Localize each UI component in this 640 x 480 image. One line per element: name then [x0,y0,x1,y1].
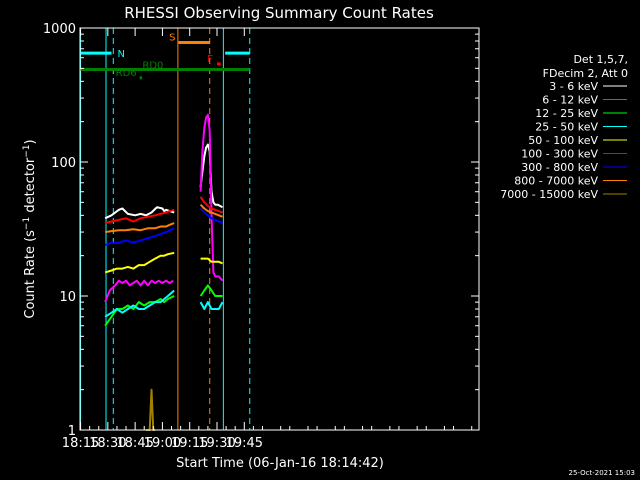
series-line [199,284,223,297]
y-axis-label-sup-2: −1 [22,144,32,157]
series-line [199,113,224,282]
legend-entry-label: 3 - 6 keV [549,80,598,93]
plot-frame [79,27,480,431]
y-axis-label: Count Rate (s−1 detector−1) [22,139,38,318]
x-tick-label: 19:00 [144,436,181,451]
vertical-markers [80,28,251,430]
series-line [104,222,175,234]
x-tick-label: 19:45 [226,436,263,451]
series-line [104,208,175,225]
legend-entry-label: 800 - 7000 keV [514,175,598,188]
footer-timestamp: 25-Oct-2021 15:03 [569,469,635,477]
series-line [104,206,175,220]
legend-entry-label: 100 - 300 keV [521,148,598,161]
state-bar-label: RD6 [116,68,137,79]
state-bar-label: N [117,49,124,60]
legend-entry-label: 25 - 50 keV [535,121,598,134]
legend-header-line-2: FDecim 2, Att 0 [543,67,628,80]
series-line [104,251,175,274]
series-line [104,227,175,247]
state-bar-label: RD0 [142,61,163,72]
legend-entry-label: 50 - 100 keV [528,134,598,147]
y-axis-label-mid: detector [23,157,38,217]
legend-header-line-1: Det 1,5,7, [573,53,628,66]
state-bar-label: F [207,54,213,65]
legend-entry-label: 6 - 12 keV [542,94,598,107]
y-tick-label: 1 [68,424,76,439]
series-lines [104,113,224,431]
y-axis-label-sup: −1 [22,217,32,230]
x-tick-label: 18:15 [62,436,99,451]
legend-entry-label: 7000 - 15000 keV [500,188,598,201]
x-axis-label: Start Time (06-Jan-16 18:14:42) [176,456,384,471]
series-line [104,289,175,318]
y-tick-label: 100 [51,156,76,171]
state-bar-label: S [169,32,175,43]
series-line [199,196,223,214]
series-line [199,301,224,310]
x-tick-label: 18:30 [89,436,126,451]
legend-entry-label: 12 - 25 keV [535,107,598,120]
series-line [199,207,223,225]
series-line [104,279,174,303]
series-line [199,204,223,218]
state-bars: N S F RD0 RD6 [80,32,250,80]
y-axis-label-prefix: Count Rate (s [23,230,38,319]
y-axis-ticks: 1 10 100 1000 [43,22,479,439]
legend-entry-label: 300 - 800 keV [521,161,598,174]
x-tick-label: 19:30 [198,436,235,451]
y-tick-label: 10 [59,290,76,305]
x-tick-label: 18:45 [116,436,153,451]
chart-title: RHESSI Observing Summary Count Rates [124,4,434,22]
y-axis-label-close: ) [23,139,38,144]
x-tick-label: 19:15 [171,436,208,451]
series-line [200,257,223,265]
y-tick-label: 1000 [43,22,76,37]
